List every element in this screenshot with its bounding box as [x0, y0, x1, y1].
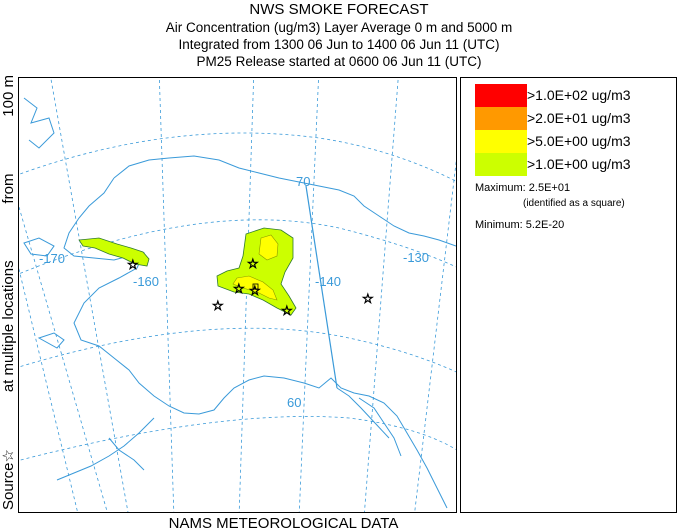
smoke-map: 70 60 -170 -160 -140 -130 ☆ ☆ ☆ ☆ ☆ ☆ ☆ [18, 77, 457, 513]
lon-label-140: -140 [315, 274, 341, 289]
legend-panel: >1.0E+02 ug/m3 >2.0E+01 ug/m3 >5.0E+00 u… [460, 77, 677, 513]
lat-label-70: 70 [296, 174, 310, 189]
graticule [19, 78, 456, 512]
multiple-locations-text: at multiple locations [0, 260, 17, 393]
source-star-icon: ☆ [233, 281, 245, 296]
smoke-plume-mid-core [232, 275, 278, 301]
source-star-icon: ☆ [127, 257, 139, 272]
smoke-plume-west [78, 237, 150, 267]
legend-label-1: >1.0E+02 ug/m3 [527, 87, 631, 103]
legend-swatch-lime [475, 153, 527, 176]
smoke-plume-high-core [258, 234, 279, 261]
source-markers: ☆ ☆ ☆ ☆ ☆ ☆ ☆ [127, 256, 374, 319]
minimum-value: 5.2E-20 [525, 219, 565, 231]
source-text: Source [0, 462, 17, 510]
source-star-icon: ☆ [247, 256, 259, 271]
maximum-value: 2.5E+01 [528, 182, 571, 194]
source-star-icon: ☆ [362, 291, 374, 306]
integration-period: Integrated from 1300 06 Jun to 1400 06 J… [178, 37, 500, 52]
lon-label-170: -170 [39, 251, 65, 266]
coastline [23, 97, 456, 509]
legend-swatch-red [475, 84, 527, 107]
from-text: from [0, 173, 17, 204]
maximum-square-marker [252, 283, 259, 290]
source-star-icon: ☆ [249, 283, 261, 298]
smoke-plume-central [216, 227, 297, 316]
release-height-text: 100 m [0, 75, 17, 117]
legend-swatch-orange [475, 107, 527, 130]
maximum-label: Maximum: [475, 182, 526, 194]
legend-label-3: >5.0E+00 ug/m3 [527, 133, 631, 149]
concentration-subtitle: Air Concentration (ug/m3) Layer Average … [165, 20, 513, 35]
lon-label-130: -130 [403, 250, 429, 265]
forecast-title: NWS SMOKE FORECAST [249, 1, 429, 18]
us-canada-border [305, 185, 338, 389]
panhandle-border [336, 387, 390, 439]
legend-swatch-yellow [475, 130, 527, 153]
maximum-stat: Maximum: 2.5E+01 [475, 182, 570, 194]
minimum-stat: Minimum: 5.2E-20 [475, 219, 564, 231]
source-side-label: Source☆ at multiple locations from 100 m [0, 75, 18, 510]
source-star-icon: ☆ [0, 449, 17, 463]
meteorological-data-footer: NAMS METEOROLOGICAL DATA [168, 515, 399, 532]
lat-label-60: 60 [287, 395, 301, 410]
source-star-icon: ☆ [212, 298, 224, 313]
source-star-icon: ☆ [281, 303, 293, 318]
legend-label-2: >2.0E+01 ug/m3 [527, 110, 631, 126]
legend-label-4: >1.0E+00 ug/m3 [527, 156, 631, 172]
lon-label-160: -160 [133, 274, 159, 289]
release-start: PM25 Release started at 0600 06 Jun 11 (… [196, 54, 482, 69]
maximum-note: (identified as a square) [523, 198, 625, 209]
minimum-label: Minimum: [475, 219, 523, 231]
alaska-map-svg: 70 60 -170 -160 -140 -130 ☆ ☆ ☆ ☆ ☆ ☆ ☆ [19, 78, 456, 512]
